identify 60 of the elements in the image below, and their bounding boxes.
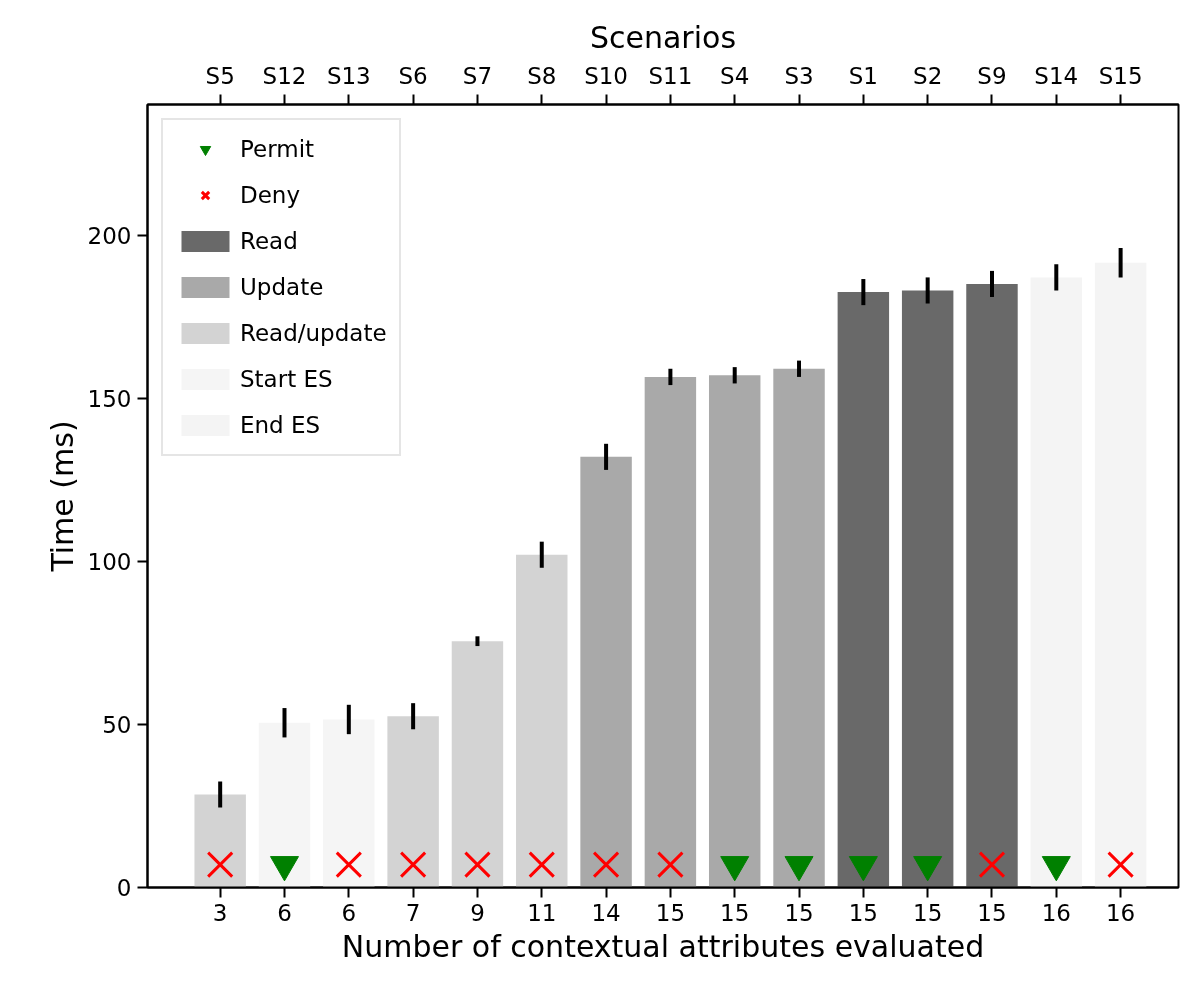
- annotation: 3: [212, 899, 228, 926]
- x-tick-label: S9: [977, 62, 1007, 89]
- bar: [901, 290, 954, 888]
- bar: [1030, 277, 1083, 888]
- annotation: 15: [655, 899, 686, 926]
- x-tick-label: S2: [913, 62, 943, 89]
- bar: [387, 716, 439, 888]
- bar: [580, 456, 632, 888]
- bar: [1094, 262, 1147, 888]
- annotation: 14: [591, 899, 621, 926]
- x-tick-label: S10: [584, 62, 629, 89]
- bar: [451, 641, 504, 888]
- x-tick-label: S7: [462, 62, 493, 89]
- legend-label: Deny: [240, 181, 301, 210]
- annotation: 7: [405, 899, 421, 926]
- annotation: 15: [784, 899, 814, 926]
- y-tick-label: 200: [87, 222, 132, 249]
- annotation: 16: [1041, 899, 1071, 926]
- annotation: 15: [913, 899, 943, 926]
- annotation: 11: [527, 899, 557, 926]
- bar: [644, 376, 697, 888]
- annotation: 15: [977, 899, 1007, 926]
- annotation: 16: [1105, 899, 1136, 926]
- bar: [837, 292, 890, 888]
- x-tick-label: S8: [527, 62, 557, 89]
- bar: [258, 722, 311, 888]
- x-tick-label: S12: [262, 62, 307, 89]
- x-tick-label: S6: [398, 62, 428, 89]
- legend-label: Update: [240, 273, 324, 302]
- legend-label: End ES: [240, 411, 321, 440]
- bar: [708, 375, 761, 888]
- annotation: 15: [848, 899, 878, 926]
- x-axis-title: Number of contextual attributes evaluated: [341, 928, 985, 964]
- x-tick-label: S5: [205, 62, 235, 89]
- bar: [323, 719, 375, 888]
- x-tick-label: S3: [784, 62, 814, 89]
- y-tick-label: 150: [87, 385, 132, 412]
- annotation: 9: [470, 899, 485, 926]
- legend-label: Permit: [240, 135, 315, 164]
- y-tick-label: 50: [102, 711, 132, 738]
- y-tick-label: 0: [116, 875, 132, 901]
- annotation: 15: [720, 899, 750, 926]
- x2-axis-title: Scenarios: [589, 19, 737, 55]
- y-axis-title: Time (ms): [44, 420, 80, 573]
- x-tick-label: S14: [1034, 62, 1079, 89]
- legend-label: Read/update: [240, 319, 387, 348]
- bar: [194, 794, 246, 888]
- x-tick-label: S1: [848, 62, 878, 89]
- bar: [516, 554, 568, 888]
- x-tick-label: S15: [1098, 62, 1143, 89]
- y-tick-label: 100: [87, 548, 132, 575]
- bar: [966, 283, 1018, 888]
- annotation: 6: [341, 899, 357, 926]
- x-tick-label: S13: [326, 62, 371, 89]
- annotation: 6: [277, 899, 292, 926]
- legend-label: Read: [240, 227, 298, 256]
- legend-label: Start ES: [240, 365, 333, 394]
- bar: [773, 368, 825, 888]
- x-tick-label: S4: [720, 62, 750, 89]
- x-tick-label: S11: [648, 62, 693, 89]
